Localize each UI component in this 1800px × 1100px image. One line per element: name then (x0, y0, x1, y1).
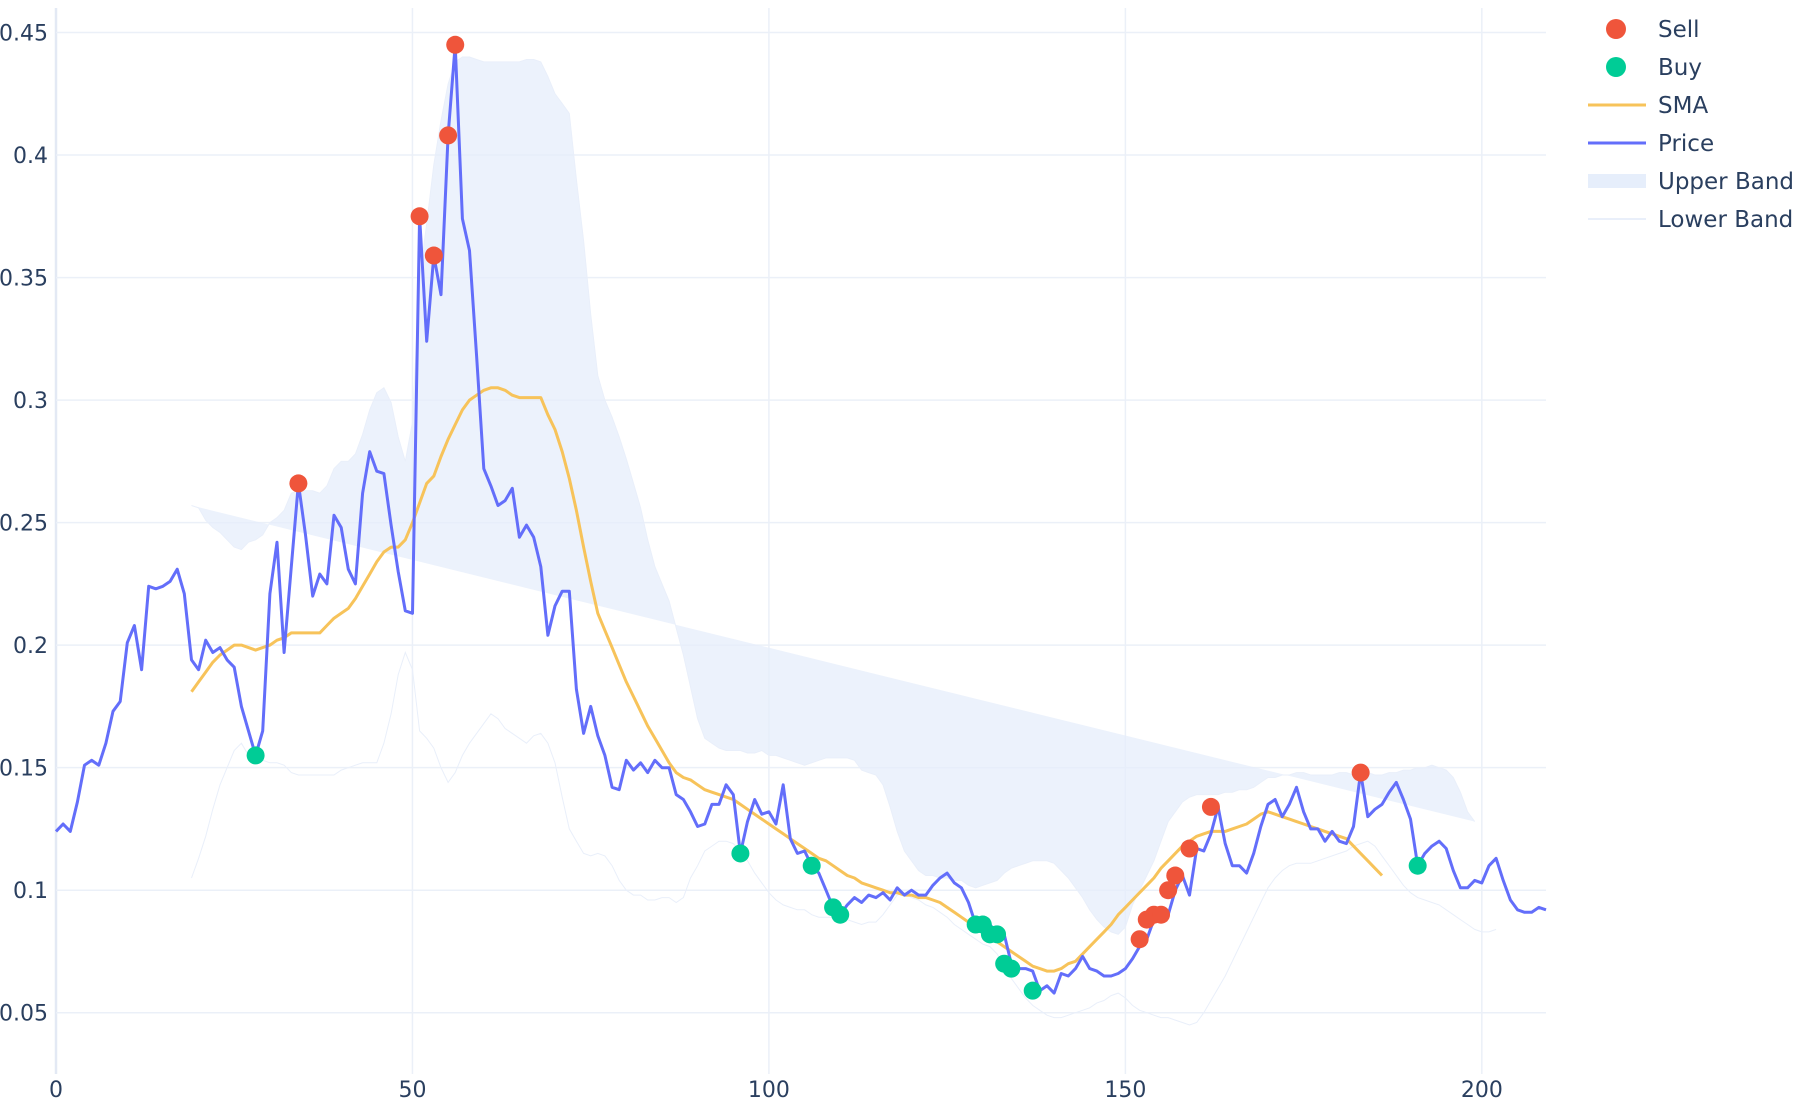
y-tick-label: 0.15 (0, 757, 48, 782)
x-tick-label: 100 (748, 1078, 790, 1100)
sell-marker (1351, 763, 1370, 782)
buy-marker (988, 925, 1007, 944)
sell-marker (410, 207, 429, 226)
x-tick-label: 200 (1461, 1078, 1503, 1100)
legend-item-buy[interactable]: Buy (1606, 55, 1702, 81)
buy-marker (246, 746, 265, 765)
y-tick-label: 0.35 (0, 267, 48, 292)
sell-marker (1166, 866, 1185, 885)
x-tick-label: 0 (49, 1078, 63, 1100)
sell-marker (1152, 905, 1171, 924)
legend[interactable]: Sell Buy SMA Price Upper Band Lower Band (1588, 17, 1794, 233)
x-tick-label: 50 (398, 1078, 426, 1100)
price-line (54, 43, 1547, 995)
y-tick-label: 0.05 (0, 1002, 48, 1027)
buy-marker (831, 905, 850, 924)
y-tick-label: 0.1 (13, 879, 48, 904)
band-fill-area (191, 57, 1475, 935)
y-tick-label: 0.3 (13, 389, 48, 414)
legend-label-upper: Upper Band (1658, 169, 1794, 195)
buy-marker (802, 856, 821, 875)
buy-marker (731, 844, 750, 863)
legend-label-sma: SMA (1658, 93, 1708, 119)
legend-label-lower: Lower Band (1658, 207, 1793, 233)
legend-label-price: Price (1658, 131, 1714, 157)
y-tick-label: 0.4 (13, 144, 48, 169)
grid (54, 8, 1546, 1074)
y-tick-label: 0.2 (13, 634, 48, 659)
x-axis-ticks: 0 50 100 150 200 (49, 1078, 1503, 1100)
upper-band-line (191, 56, 1476, 935)
legend-item-lower[interactable]: Lower Band (1588, 207, 1793, 233)
legend-symbol-buy (1606, 57, 1626, 77)
bollinger-band (191, 56, 1497, 1026)
y-tick-label: 0.45 (0, 22, 48, 47)
x-tick-label: 150 (1104, 1078, 1146, 1100)
legend-item-price[interactable]: Price (1588, 131, 1714, 157)
buy-markers (246, 746, 1427, 1000)
sell-marker (439, 126, 458, 145)
legend-item-upper[interactable]: Upper Band (1588, 169, 1794, 195)
sell-marker (289, 474, 308, 493)
buy-marker (1023, 981, 1042, 1000)
sell-marker (446, 35, 465, 54)
y-axis-ticks: 0.05 0.1 0.15 0.2 0.25 0.3 0.35 0.4 0.45 (0, 22, 48, 1027)
legend-item-sma[interactable]: SMA (1588, 93, 1708, 119)
sell-markers (289, 35, 1370, 949)
sell-marker (424, 246, 443, 265)
buy-marker (1002, 959, 1021, 978)
y-tick-label: 0.25 (0, 512, 48, 537)
sell-marker (1201, 797, 1220, 816)
sell-marker (1159, 881, 1178, 900)
sell-marker (1130, 930, 1149, 949)
legend-label-buy: Buy (1658, 55, 1702, 81)
buy-marker (1408, 856, 1427, 875)
legend-symbol-upper (1588, 174, 1646, 188)
legend-symbol-sell (1606, 19, 1626, 39)
legend-label-sell: Sell (1658, 17, 1700, 43)
legend-item-sell[interactable]: Sell (1606, 17, 1700, 43)
sell-marker (1180, 839, 1199, 858)
